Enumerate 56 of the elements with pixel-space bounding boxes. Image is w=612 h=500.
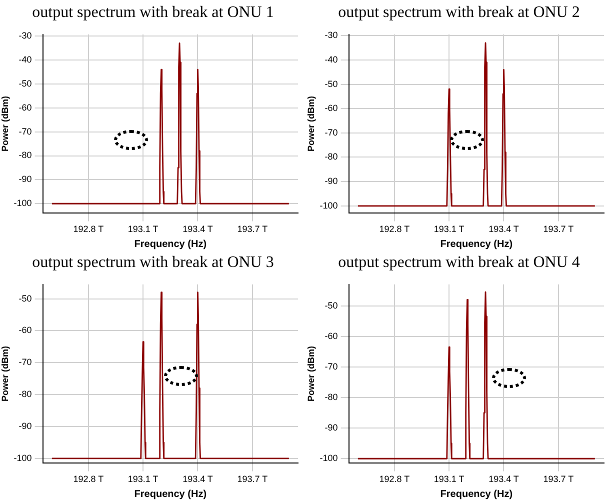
y-tick-label: -50 <box>18 78 32 88</box>
y-tick-label: -70 <box>324 361 338 372</box>
y-tick-label: -50 <box>324 78 338 89</box>
x-tick-label: 193.7 T <box>543 224 574 234</box>
y-tick-label: -70 <box>18 357 32 368</box>
y-tick-label: -70 <box>18 126 32 136</box>
y-tick-label: -60 <box>324 103 338 114</box>
x-tick-label: 193.1 T <box>434 474 465 484</box>
y-tick-label: -50 <box>324 300 338 310</box>
y-tick-label: -80 <box>324 152 338 162</box>
x-tick-label: 193.1 T <box>128 224 159 234</box>
y-tick-label: -50 <box>18 293 32 304</box>
y-tick-label: -30 <box>18 30 32 41</box>
y-tick-label: -80 <box>324 392 338 402</box>
y-tick-label: -90 <box>324 176 338 186</box>
y-tick-label: -70 <box>324 127 338 138</box>
y-tick-label: -100 <box>14 198 32 208</box>
y-axis-title: Power (dBm) <box>306 346 316 402</box>
y-tick-label: -40 <box>18 54 32 64</box>
x-tick-label: 193.4 T <box>182 224 214 234</box>
x-tick-label: 193.7 T <box>237 474 268 484</box>
chart-title: output spectrum with break at ONU 3 <box>31 253 275 273</box>
x-axis-title: Frequency (Hz) <box>440 488 513 500</box>
y-tick-label: -90 <box>18 420 32 431</box>
y-axis-title: Power (dBm) <box>0 346 10 402</box>
y-tick-label: -30 <box>324 30 338 40</box>
x-tick-label: 192.8 T <box>73 224 104 234</box>
y-tick-label: -60 <box>18 102 32 112</box>
x-tick-label: 193.1 T <box>128 474 159 484</box>
y-tick-label: -90 <box>18 174 32 184</box>
y-tick-label: -40 <box>324 54 338 64</box>
x-tick-label: 193.1 T <box>434 224 465 234</box>
x-tick-label: 193.7 T <box>237 224 268 234</box>
y-tick-label: -100 <box>320 200 338 210</box>
x-tick-label: 193.4 T <box>488 474 520 484</box>
x-tick-label: 192.8 T <box>379 474 410 484</box>
x-axis-title: Frequency (Hz) <box>134 488 207 500</box>
chart-title: output spectrum with break at ONU 4 <box>337 253 581 273</box>
x-tick-label: 192.8 T <box>73 474 104 484</box>
y-axis-title: Power (dBm) <box>306 96 316 152</box>
chart-title: output spectrum with break at ONU 2 <box>337 3 581 23</box>
y-tick-label: -100 <box>320 453 338 464</box>
y-axis-title: Power (dBm) <box>0 96 10 152</box>
y-tick-label: -60 <box>18 325 32 336</box>
x-tick-label: 193.4 T <box>488 224 520 234</box>
y-tick-label: -80 <box>18 389 32 400</box>
y-tick-label: -60 <box>324 330 338 341</box>
y-tick-label: -100 <box>14 452 32 463</box>
y-tick-label: -90 <box>324 422 338 433</box>
chart-title: output spectrum with break at ONU 1 <box>31 3 275 23</box>
x-axis-title: Frequency (Hz) <box>440 238 513 250</box>
x-axis-title: Frequency (Hz) <box>134 238 207 250</box>
x-tick-label: 192.8 T <box>379 224 410 234</box>
y-tick-label: -80 <box>18 150 32 160</box>
x-tick-label: 193.7 T <box>543 474 574 484</box>
x-tick-label: 193.4 T <box>182 474 214 484</box>
